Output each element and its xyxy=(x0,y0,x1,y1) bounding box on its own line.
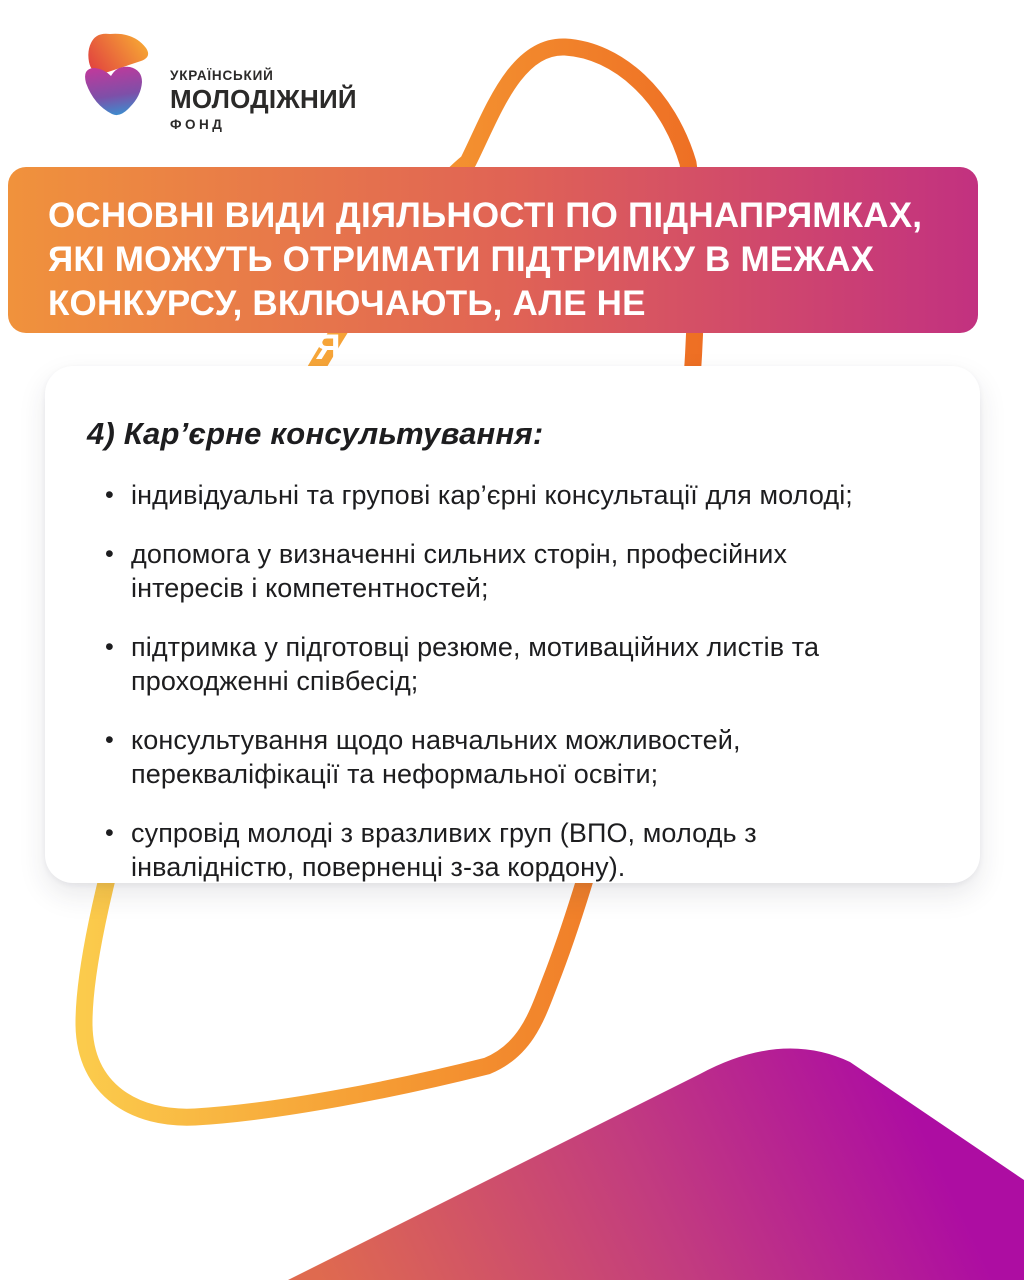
list-item: • допомога у визначенні сильних сторін, … xyxy=(101,537,940,605)
logo-bottom-blob xyxy=(85,66,142,116)
list-item: • підтримка у підготовці резюме, мотивац… xyxy=(101,630,940,698)
bullet-dot: • xyxy=(105,540,114,568)
bullet-dot: • xyxy=(105,726,114,754)
list-item: • супровід молоді з вразливих груп (ВПО,… xyxy=(101,816,940,884)
list-item-text: супровід молоді з вразливих груп (ВПО, м… xyxy=(131,818,757,882)
list-item-text: допомога у визначенні сильних сторін, пр… xyxy=(131,539,788,603)
headline-line-3: КОНКУРСУ, ВКЛЮЧАЮТЬ, АЛЕ НЕ ОБМЕЖУЮТЬСЯ: xyxy=(48,284,646,367)
org-name-line3: ФОНД xyxy=(170,117,226,132)
org-logo: УКРАЇНСЬКИЙ МОЛОДІЖНИЙ ФОНД xyxy=(78,28,357,132)
org-logo-mark-icon xyxy=(85,33,149,116)
bullet-dot: • xyxy=(105,819,114,847)
headline-line-2: ЯКІ МОЖУТЬ ОТРИМАТИ ПІДТРИМКУ В МЕЖАХ xyxy=(48,240,875,279)
list-item-text: підтримка у підготовці резюме, мотивацій… xyxy=(131,632,820,696)
org-name-line2: МОЛОДІЖНИЙ xyxy=(170,84,357,114)
corner-triangle-shape xyxy=(288,1048,1024,1280)
headline-banner: ОСНОВНІ ВИДИ ДІЯЛЬНОСТІ ПО ПІДНАПРЯМКАХ,… xyxy=(8,167,978,367)
content-card: 4) Кар’єрне консультування: • індивідуал… xyxy=(45,366,980,883)
headline-line-1: ОСНОВНІ ВИДИ ДІЯЛЬНОСТІ ПО ПІДНАПРЯМКАХ, xyxy=(48,196,923,235)
list-item: • консультування щодо навчальних можливо… xyxy=(101,723,940,791)
org-name-line1: УКРАЇНСЬКИЙ xyxy=(170,68,274,83)
card-heading: 4) Кар’єрне консультування: xyxy=(87,416,544,451)
list-item-text: консультування щодо навчальних можливост… xyxy=(131,725,741,789)
logo-top-blob xyxy=(88,33,149,74)
org-logo-text: УКРАЇНСЬКИЙ МОЛОДІЖНИЙ ФОНД xyxy=(170,68,357,132)
list-item-text: індивідуальні та групові кар’єрні консул… xyxy=(131,480,853,510)
list-item: • індивідуальні та групові кар’єрні конс… xyxy=(101,478,940,512)
bullet-list: • індивідуальні та групові кар’єрні конс… xyxy=(101,478,940,884)
bullet-dot: • xyxy=(105,481,114,509)
bullet-dot: • xyxy=(105,633,114,661)
